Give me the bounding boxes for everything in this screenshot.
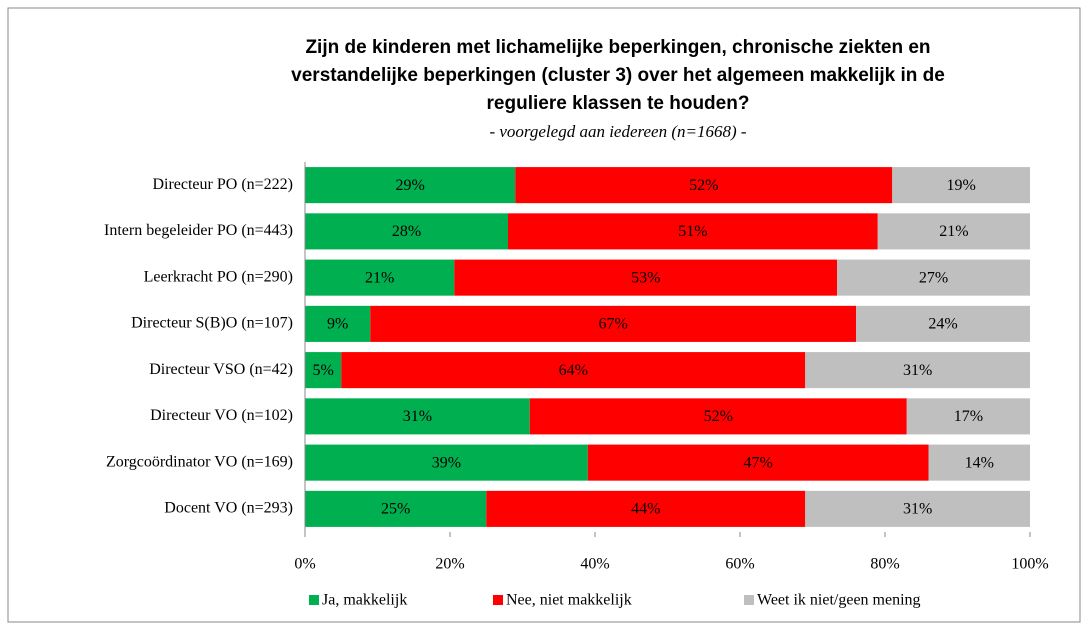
- data-label: 39%: [432, 454, 461, 471]
- legend-swatch: [309, 595, 319, 605]
- y-tick-label: Directeur PO (n=222): [152, 176, 293, 193]
- chart-subtitle: - voorgelegd aan iedereen (n=1668) -: [489, 122, 746, 141]
- bar-segment: [341, 352, 806, 389]
- bar-segment: [305, 305, 371, 342]
- bar-segment: [370, 305, 856, 342]
- bar-segment: [805, 490, 1030, 527]
- y-tick-label: Directeur S(B)O (n=107): [131, 315, 293, 332]
- bar-segment: [305, 490, 487, 527]
- bar-segment: [805, 352, 1030, 389]
- x-tick-label: 100%: [1011, 556, 1048, 573]
- data-label: 52%: [689, 177, 718, 194]
- bar-segment: [508, 213, 878, 250]
- chart-title: Zijn de kinderen met lichamelijke beperk…: [305, 37, 930, 58]
- chart-title: reguliere klassen te houden?: [487, 93, 750, 114]
- x-tick-label: 20%: [435, 556, 464, 573]
- bar-segment: [877, 213, 1030, 250]
- data-label: 44%: [631, 501, 660, 518]
- bar-segment: [928, 444, 1030, 481]
- bar-segment: [305, 167, 516, 204]
- data-label: 67%: [598, 316, 627, 333]
- data-label: 47%: [743, 454, 772, 471]
- bar-segment: [856, 305, 1030, 342]
- legend-swatch: [493, 595, 503, 605]
- data-label: 19%: [946, 177, 975, 194]
- chart-title: verstandelijke beperkingen (cluster 3) o…: [291, 65, 945, 86]
- legend-label: Weet ik niet/geen mening: [757, 592, 921, 609]
- legend-label: Ja, makkelijk: [322, 592, 407, 609]
- data-label: 31%: [403, 408, 432, 425]
- data-label: 5%: [312, 362, 333, 379]
- data-label: 28%: [392, 223, 421, 240]
- bar-segment: [892, 167, 1030, 204]
- legend-label: Nee, niet makkelijk: [506, 592, 632, 609]
- bar-segment: [906, 398, 1030, 435]
- bar-segment: [837, 259, 1030, 296]
- bar-segment: [305, 259, 455, 296]
- data-label: 9%: [327, 316, 348, 333]
- bar-segment: [305, 213, 508, 250]
- bar-segment: [529, 398, 907, 435]
- data-label: 21%: [365, 269, 394, 286]
- x-tick-label: 40%: [580, 556, 609, 573]
- x-tick-label: 80%: [870, 556, 899, 573]
- data-label: 25%: [381, 501, 410, 518]
- data-label: 31%: [903, 362, 932, 379]
- data-label: 51%: [678, 223, 707, 240]
- bar-segment: [587, 444, 929, 481]
- bar-segment: [486, 490, 806, 527]
- data-label: 31%: [903, 501, 932, 518]
- bar-segment: [515, 167, 893, 204]
- data-label: 21%: [939, 223, 968, 240]
- data-label: 29%: [395, 177, 424, 194]
- y-tick-label: Zorgcoördinator VO (n=169): [106, 453, 293, 470]
- data-label: 52%: [704, 408, 733, 425]
- x-tick-label: 60%: [725, 556, 754, 573]
- y-tick-label: Directeur VO (n=102): [150, 407, 293, 424]
- data-label: 53%: [631, 269, 660, 286]
- bar-segment: [305, 444, 588, 481]
- bar-segment: [454, 259, 838, 296]
- data-label: 17%: [954, 408, 983, 425]
- legend-swatch: [744, 595, 754, 605]
- data-label: 64%: [559, 362, 588, 379]
- data-label: 24%: [928, 316, 957, 333]
- data-label: 27%: [919, 269, 948, 286]
- bar-segment: [305, 398, 530, 435]
- y-tick-label: Intern begeleider PO (n=443): [104, 222, 293, 239]
- data-label: 14%: [965, 454, 994, 471]
- x-tick-label: 0%: [294, 556, 315, 573]
- y-tick-label: Leerkracht PO (n=290): [144, 268, 293, 285]
- y-tick-label: Directeur VSO (n=42): [149, 361, 293, 378]
- y-tick-label: Docent VO (n=293): [164, 500, 293, 517]
- bar-segment: [305, 352, 342, 389]
